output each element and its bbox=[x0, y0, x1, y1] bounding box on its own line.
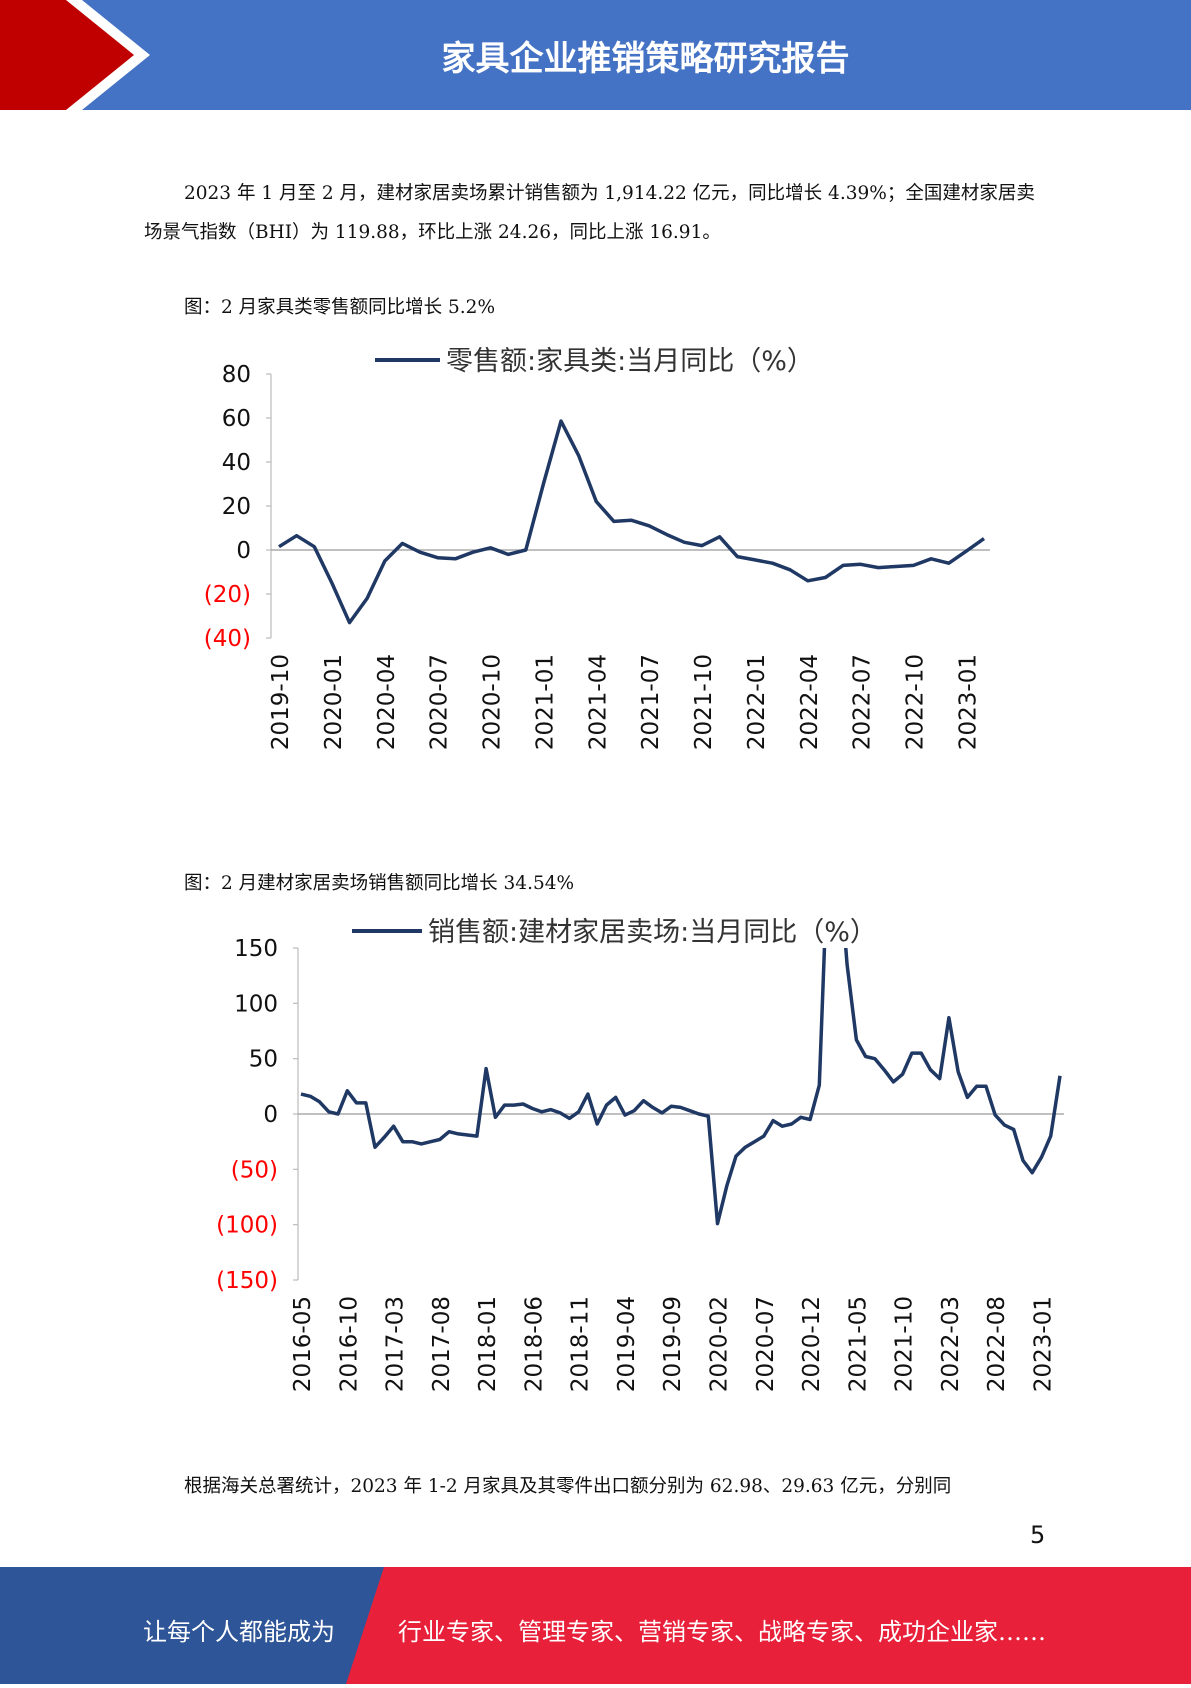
y-tick-label: 150 bbox=[234, 936, 278, 962]
x-tick-label: 2016-10 bbox=[336, 1296, 362, 1392]
header-band: 家具企业推销策略研究报告 bbox=[0, 0, 1191, 110]
x-tick-label: 2021-01 bbox=[532, 654, 558, 750]
y-tick-label: 80 bbox=[222, 362, 251, 388]
chart1-legend: 零售额:家具类:当月同比（%） bbox=[375, 346, 814, 377]
y-tick-label: 100 bbox=[234, 991, 278, 1017]
x-tick-label: 2022-10 bbox=[903, 654, 929, 750]
series-line bbox=[279, 421, 984, 622]
x-tick-label: 2022-03 bbox=[938, 1296, 964, 1392]
y-tick-label: 20 bbox=[222, 494, 251, 520]
home-furnishing-mall-chart: 销售额:建材家居卖场:当月同比（%） 150 100 50 0 (50) (100) (15… bbox=[0, 905, 1191, 1415]
customs-paragraph: 根据海关总署统计，2023 年 1-2 月家具及其零件出口额分别为 62.98、… bbox=[144, 1467, 1044, 1506]
x-tick-label: 2023-01 bbox=[955, 654, 981, 750]
y-tick-label: (20) bbox=[204, 582, 251, 608]
chart2-series bbox=[301, 905, 1060, 1224]
x-tick-label: 2022-08 bbox=[984, 1296, 1010, 1392]
x-tick-label: 2022-01 bbox=[744, 654, 770, 750]
x-tick-label: 2020-07 bbox=[427, 654, 453, 750]
x-tick-label: 2016-05 bbox=[290, 1296, 316, 1392]
x-tick-label: 2022-04 bbox=[797, 654, 823, 750]
y-tick-label: 0 bbox=[263, 1102, 278, 1128]
y-tick-label: 0 bbox=[236, 538, 251, 564]
figure-caption-1: 图：2 月家具类零售额同比增长 5.2% bbox=[184, 293, 495, 319]
x-tick-label: 2021-04 bbox=[585, 654, 611, 750]
x-tick-label: 2019-04 bbox=[614, 1296, 640, 1392]
footer-slogan-right: 行业专家、管理专家、营销专家、战略专家、成功企业家…… bbox=[398, 1612, 1046, 1647]
y-tick-label: (50) bbox=[231, 1157, 278, 1183]
x-tick-label: 2021-10 bbox=[691, 654, 717, 750]
chart1-legend-label: 零售额:家具类:当月同比（%） bbox=[446, 346, 814, 377]
x-tick-label: 2020-02 bbox=[707, 1296, 733, 1392]
x-tick-label: 2018-01 bbox=[475, 1296, 501, 1392]
x-tick-label: 2020-07 bbox=[753, 1296, 779, 1392]
x-tick-label: 2019-09 bbox=[660, 1296, 686, 1392]
chart2-x-axis: 2016-05 2016-10 2017-03 2017-08 2018-01 2018-… bbox=[290, 1296, 1056, 1392]
chart2-y-axis: 150 100 50 0 (50) (100) (150) bbox=[216, 936, 298, 1294]
x-tick-label: 2021-10 bbox=[892, 1296, 918, 1392]
footer-slogan-left: 让每个人都能成为 bbox=[143, 1612, 335, 1647]
x-tick-label: 2017-03 bbox=[383, 1296, 409, 1392]
x-tick-label: 2023-01 bbox=[1030, 1296, 1056, 1392]
page-number: 5 bbox=[1030, 1521, 1045, 1549]
x-tick-label: 2021-07 bbox=[638, 654, 664, 750]
x-tick-label: 2018-06 bbox=[521, 1296, 547, 1392]
figure-caption-2: 图：2 月建材家居卖场销售额同比增长 34.54% bbox=[184, 869, 574, 895]
x-tick-label: 2017-08 bbox=[429, 1296, 455, 1392]
header-title: 家具企业推销策略研究报告 bbox=[0, 0, 1191, 110]
x-tick-label: 2020-10 bbox=[480, 654, 506, 750]
chart2-legend: 销售额:建材家居卖场:当月同比（%） bbox=[352, 917, 877, 948]
series-line bbox=[301, 905, 1060, 1224]
x-tick-label: 2018-11 bbox=[568, 1296, 594, 1392]
intro-paragraph: 2023 年 1 月至 2 月，建材家居卖场累计销售额为 1,914.22 亿元… bbox=[144, 174, 1044, 252]
chart2-legend-label: 销售额:建材家居卖场:当月同比（%） bbox=[428, 917, 877, 948]
furniture-retail-chart: 零售额:家具类:当月同比（%） 80 60 40 20 0 (20) (40) 2019-1… bbox=[0, 330, 1191, 810]
y-tick-label: (40) bbox=[204, 626, 251, 652]
x-tick-label: 2019-10 bbox=[268, 654, 294, 750]
chart1-x-axis: 2019-10 2020-01 2020-04 2020-07 2020-10 2021-… bbox=[268, 654, 981, 750]
x-tick-label: 2022-07 bbox=[850, 654, 876, 750]
x-tick-label: 2020-12 bbox=[799, 1296, 825, 1392]
y-tick-label: 60 bbox=[222, 406, 251, 432]
chart1-y-axis: 80 60 40 20 0 (20) (40) bbox=[204, 362, 271, 652]
x-tick-label: 2020-04 bbox=[374, 654, 400, 750]
y-tick-label: (150) bbox=[216, 1268, 278, 1294]
chart1-series bbox=[279, 421, 984, 623]
x-tick-label: 2021-05 bbox=[845, 1296, 871, 1392]
x-tick-label: 2020-01 bbox=[321, 654, 347, 750]
y-tick-label: (100) bbox=[216, 1213, 278, 1239]
y-tick-label: 40 bbox=[222, 450, 251, 476]
y-tick-label: 50 bbox=[249, 1047, 278, 1073]
